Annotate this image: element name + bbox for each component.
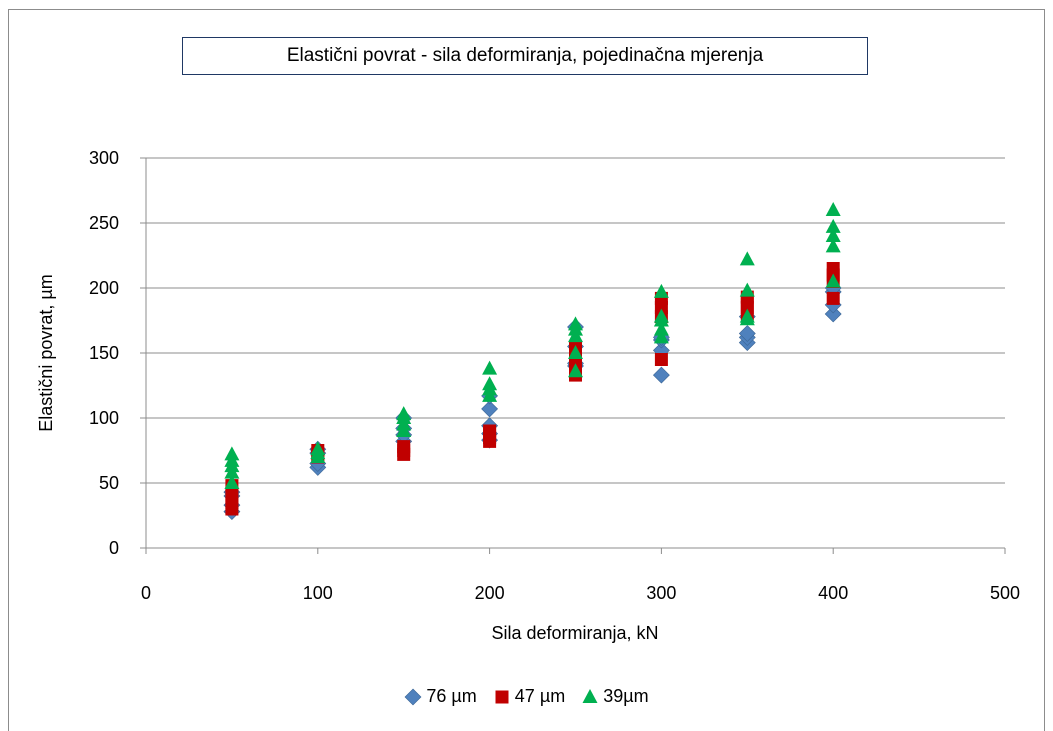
square-data-point <box>826 291 840 305</box>
triangle-data-point <box>310 441 326 456</box>
y-tick-label: 0 <box>109 538 119 558</box>
triangle-data-point <box>653 308 669 323</box>
triangle-data-point <box>482 376 498 391</box>
triangle-data-point <box>825 218 841 233</box>
square-data-point <box>826 262 840 275</box>
triangle-data-point <box>739 308 755 323</box>
square-data-point <box>654 353 668 366</box>
x-axis-title: Sila deformiranja, kN <box>491 623 658 643</box>
y-tick-label: 250 <box>89 213 119 233</box>
series-3-points <box>224 202 841 489</box>
legend-diamond-icon <box>404 688 422 705</box>
legend-triangle-icon <box>582 688 598 703</box>
triangle-data-point <box>482 360 498 375</box>
square-data-point <box>225 489 239 503</box>
legend: 76 µm 47 µm 39µm <box>0 686 1053 707</box>
legend-item-2: 47 µm <box>493 686 565 707</box>
diamond-data-point <box>824 305 842 323</box>
triangle-data-point <box>224 475 240 489</box>
y-tick-label: 300 <box>89 148 119 168</box>
x-tick-label: 0 <box>141 583 151 603</box>
y-tick-label: 150 <box>89 343 119 363</box>
series-2-points <box>225 262 840 516</box>
triangle-data-point <box>653 321 669 336</box>
y-tick-label: 50 <box>99 473 119 493</box>
legend-square-icon <box>495 690 509 703</box>
triangle-data-point <box>568 345 583 359</box>
axes <box>140 157 1006 554</box>
legend-item-3: 39µm <box>581 686 649 707</box>
y-axis-title: Elastični povrat, µm <box>36 274 56 431</box>
legend-diamond-marker <box>404 688 422 705</box>
tick-labels: 0 50 100 150 200 250 300 0 100 200 300 400 500 <box>89 148 1020 603</box>
x-tick-label: 400 <box>818 583 848 603</box>
triangle-data-point <box>739 251 755 266</box>
data-points <box>223 202 842 521</box>
legend-triangle-marker <box>582 688 598 703</box>
x-tick-label: 300 <box>646 583 676 603</box>
x-tick-label: 100 <box>303 583 333 603</box>
triangle-data-point <box>739 282 755 297</box>
diamond-data-point <box>652 366 670 384</box>
y-tick-label: 200 <box>89 278 119 298</box>
legend-label: 76 µm <box>426 686 477 706</box>
legend-item-1: 76 µm <box>404 686 477 707</box>
triangle-data-point <box>653 329 669 344</box>
triangle-data-point <box>396 406 412 421</box>
triangle-data-point <box>825 238 841 253</box>
square-data-point <box>397 440 411 454</box>
triangle-data-point <box>825 228 841 242</box>
diamond-data-point <box>738 325 756 342</box>
x-tick-label: 500 <box>990 583 1020 603</box>
triangle-data-point <box>568 363 583 378</box>
legend-square-marker <box>495 690 509 703</box>
legend-label: 47 µm <box>514 686 566 706</box>
y-tick-label: 100 <box>89 408 119 428</box>
diamond-data-point <box>481 400 499 418</box>
square-data-point <box>483 424 497 438</box>
chart-frame <box>8 9 1045 731</box>
legend-label: 39µm <box>603 686 649 706</box>
triangle-data-point <box>825 273 841 288</box>
triangle-data-point <box>653 283 669 298</box>
x-tick-label: 200 <box>475 583 505 603</box>
chart-title: Elastični povrat - sila deformiranja, po… <box>182 37 868 75</box>
triangle-data-point <box>568 316 583 331</box>
triangle-data-point <box>224 446 240 461</box>
triangle-data-point <box>825 202 841 216</box>
